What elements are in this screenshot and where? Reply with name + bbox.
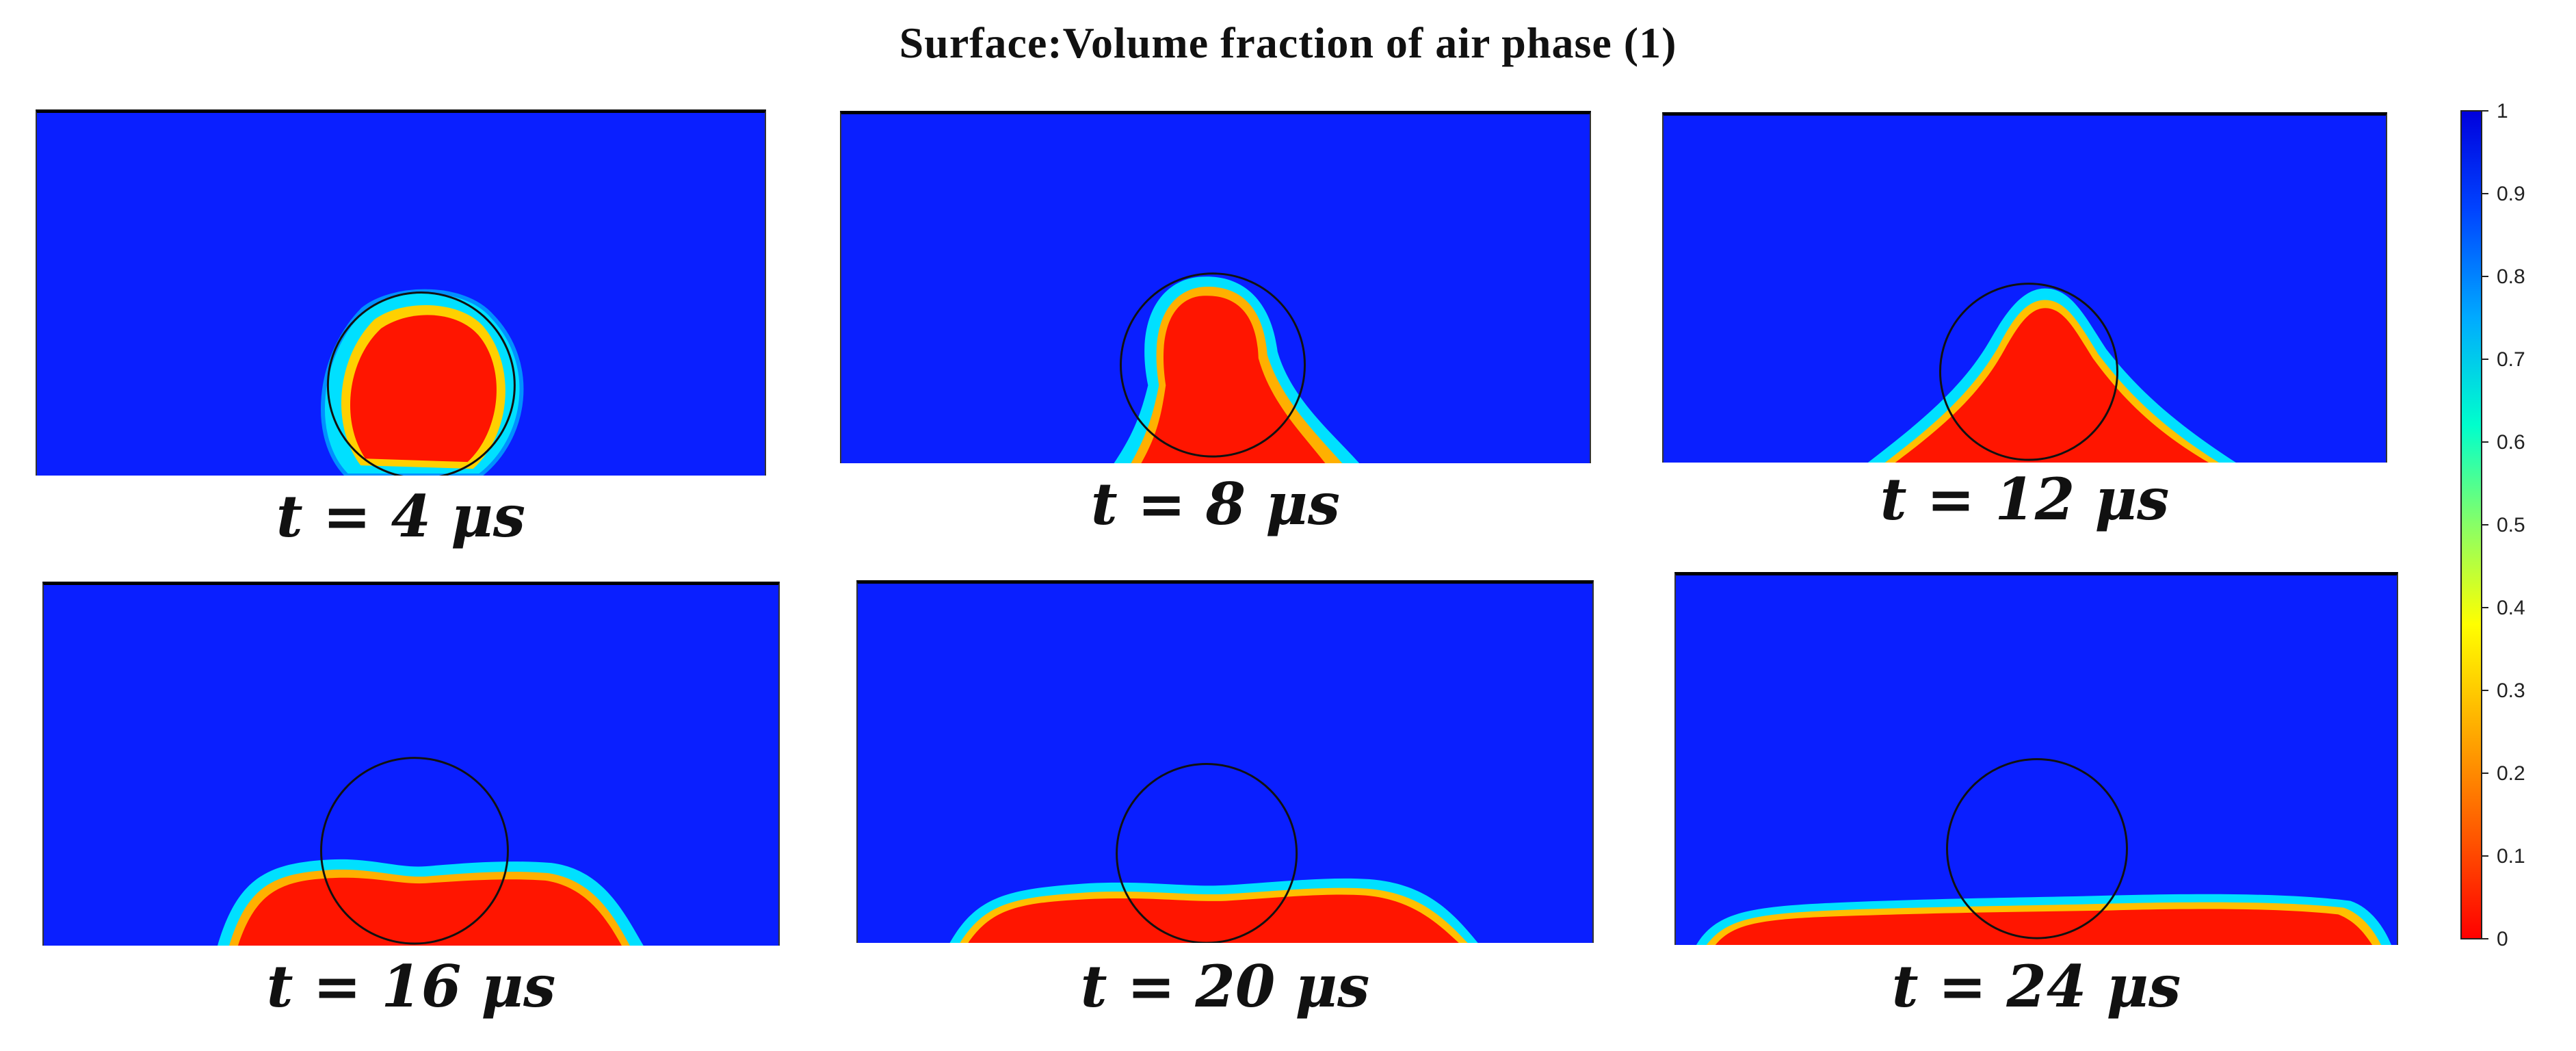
initial-droplet-outline xyxy=(326,291,516,476)
droplet xyxy=(968,894,1459,943)
colorbar-tick-label: 0.8 xyxy=(2497,265,2525,288)
initial-droplet-outline xyxy=(319,757,509,945)
droplet xyxy=(1141,296,1326,463)
panel-t8 xyxy=(840,111,1591,463)
colorbar-tick-label: 0.1 xyxy=(2497,845,2525,868)
panel-t4-label: t = 4 μs xyxy=(276,482,526,550)
initial-droplet-outline xyxy=(1938,283,2118,461)
droplet xyxy=(1895,308,2209,463)
panel-t16 xyxy=(42,582,780,946)
panel-t12-label: t = 12 μs xyxy=(1880,465,2170,533)
droplet-field-t4 xyxy=(37,113,765,476)
colorbar-tick-label: 0.4 xyxy=(2497,597,2525,619)
colorbar-tick-label: 0.2 xyxy=(2497,762,2525,785)
initial-droplet-outline xyxy=(1116,763,1298,943)
droplet-field-t16 xyxy=(44,585,778,946)
initial-droplet-outline xyxy=(1120,272,1306,458)
colorbar-gradient xyxy=(2460,110,2482,939)
droplet xyxy=(350,315,497,463)
colorbar-tick-label: 1 xyxy=(2497,100,2508,122)
colorbar-tick-label: 0.3 xyxy=(2497,679,2525,702)
panel-t20 xyxy=(856,580,1594,943)
colorbar-tick-label: 0.6 xyxy=(2497,431,2525,454)
panel-t8-label: t = 8 μs xyxy=(1090,470,1341,538)
colorbar-tick-label: 0 xyxy=(2497,928,2508,950)
panel-t16-label: t = 16 μs xyxy=(266,952,556,1020)
initial-droplet-outline xyxy=(1946,758,2128,939)
panel-t24 xyxy=(1674,572,2398,945)
panel-t24-label: t = 24 μs xyxy=(1891,952,2181,1020)
colorbar-tick-label: 0.9 xyxy=(2497,183,2525,205)
panel-t12 xyxy=(1662,112,2387,463)
droplet-field-t24 xyxy=(1676,575,2397,945)
colorbar-tick-label: 0.5 xyxy=(2497,514,2525,536)
droplet-field-t8 xyxy=(841,114,1590,463)
panel-t20-label: t = 20 μs xyxy=(1080,952,1370,1020)
droplet xyxy=(1715,909,2373,945)
colorbar-tick-label: 0.7 xyxy=(2497,348,2525,371)
droplet-field-t12 xyxy=(1664,116,2386,463)
panel-t4 xyxy=(36,109,766,476)
droplet-field-t20 xyxy=(858,584,1592,943)
droplet xyxy=(237,877,622,946)
